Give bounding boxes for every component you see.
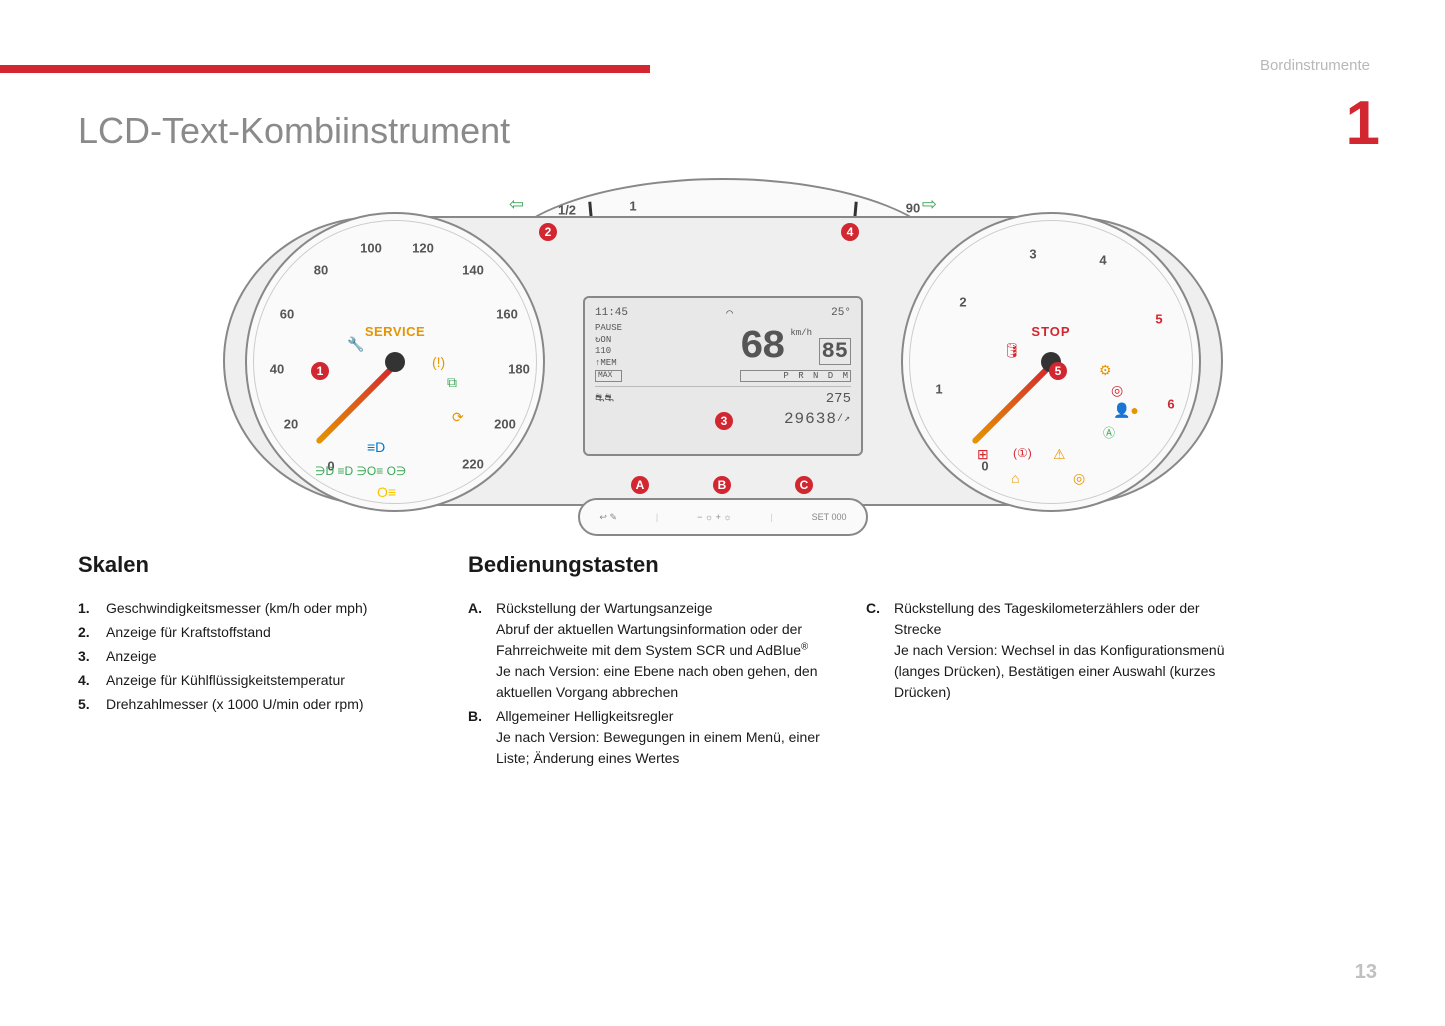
content-columns: Skalen 1.Geschwindigkeitsmesser (km/h od…: [78, 552, 1368, 772]
button-c-label: SET 000: [812, 512, 847, 522]
stability-icon: ⟳: [452, 409, 464, 426]
stop-label: STOP: [1031, 324, 1070, 339]
handbrake-icon: (①): [1013, 446, 1032, 460]
wrench-icon: 🔧: [347, 336, 364, 353]
dashboard-illustration: ⇦ ⇨ 0 1/2 1 ● 🚹 90 ● 0 20 40 60 80 100 1…: [223, 178, 1223, 518]
bedienung-column-2: . C.Rückstellung des Tageskilometerzähle…: [866, 552, 1236, 772]
service-label: SERVICE: [365, 324, 425, 339]
bedienung-item: A.Rückstellung der WartungsanzeigeAbruf …: [468, 598, 838, 703]
speedometer: 0 20 40 60 80 100 120 140 160 180 200 22…: [245, 212, 545, 512]
callout-1: 1: [311, 362, 329, 380]
skalen-column: Skalen 1.Geschwindigkeitsmesser (km/h od…: [78, 552, 448, 772]
tpms-icon: (!): [432, 354, 445, 370]
skalen-item: 4.Anzeige für Kühlflüssigkeitstemperatur: [78, 670, 448, 691]
bedienung-item: B.Allgemeiner HelligkeitsreglerJe nach V…: [468, 706, 838, 769]
skalen-item: 3.Anzeige: [78, 646, 448, 667]
callout-5: 5: [1049, 362, 1067, 380]
bedienung-column-1: Bedienungstasten A.Rückstellung der Wart…: [468, 552, 838, 772]
skalen-heading: Skalen: [78, 552, 448, 578]
lcd-wiper-icon: ⌒: [726, 306, 733, 320]
high-beam-icon: ≡D: [367, 439, 385, 455]
button-a-icons: ↩ ✎: [599, 512, 617, 523]
cruise-icon: ⧉: [447, 374, 457, 391]
lcd-speed: 68: [740, 325, 784, 370]
section-label: Bordinstrumente: [1260, 57, 1370, 74]
callout-2: 2: [539, 223, 557, 241]
battery-icon: ⊞: [977, 446, 989, 463]
skalen-item: 2.Anzeige für Kraftstoffstand: [78, 622, 448, 643]
bedienung-item: C.Rückstellung des Tageskilometerzählers…: [866, 598, 1236, 703]
page-title: LCD-Text-Kombiinstrument: [78, 110, 510, 152]
callout-4: 4: [841, 223, 859, 241]
callout-3: 3: [715, 412, 733, 430]
airbag-icon: 👤●: [1113, 402, 1139, 419]
bedienung-list: A.Rückstellung der WartungsanzeigeAbruf …: [468, 598, 838, 769]
tachometer: 0 1 2 3 4 5 6 STOP 🛢 ⚙ ◎ 👤● Ⓐ ⊞ (①) ⚠ ⌂ …: [901, 212, 1201, 512]
callout-B: B: [713, 476, 731, 494]
engine-icon: ⚙: [1099, 362, 1112, 379]
lcd-trip: 275: [826, 391, 851, 407]
skalen-list: 1.Geschwindigkeitsmesser (km/h oder mph)…: [78, 598, 448, 715]
bedienung-list-2: C.Rückstellung des Tageskilometerzählers…: [866, 598, 1236, 703]
lcd-odo: 29638: [784, 410, 837, 428]
header-accent-bar: [0, 65, 650, 73]
lcd-time: 11:45: [595, 307, 628, 319]
callout-A: A: [631, 476, 649, 494]
lcd-temp: 25°: [831, 307, 851, 319]
warning-icon: ⚠: [1053, 446, 1066, 463]
oil-icon: 🛢: [1003, 342, 1021, 359]
steering-icon: ◎: [1111, 382, 1123, 399]
bedienung-heading: Bedienungstasten: [468, 552, 838, 578]
button-b-icons: − ☼ + ☼: [697, 512, 732, 522]
check-engine-icon: ⌂: [1011, 470, 1019, 486]
control-button-strip: ↩ ✎ | − ☼ + ☼ | SET 000: [578, 498, 868, 536]
lcd-display: 11:45 ⌒ 25° PAUSE ↻ON 110 ↑MEM MAX 68 km…: [583, 296, 863, 456]
autostop-icon: Ⓐ: [1103, 424, 1115, 441]
skalen-item: 1.Geschwindigkeitsmesser (km/h oder mph): [78, 598, 448, 619]
skalen-item: 5.Drehzahlmesser (x 1000 U/min oder rpm): [78, 694, 448, 715]
abs-icon: ◎: [1073, 470, 1085, 487]
car-icon: ⛐⛐: [595, 392, 614, 406]
lights-row-icon: ∋D ≡D ∋O≡ O∋: [315, 464, 406, 478]
page-number: 13: [1355, 961, 1377, 984]
callout-C: C: [795, 476, 813, 494]
fog-icon: O≡: [377, 484, 396, 500]
chapter-number: 1: [1346, 88, 1377, 159]
